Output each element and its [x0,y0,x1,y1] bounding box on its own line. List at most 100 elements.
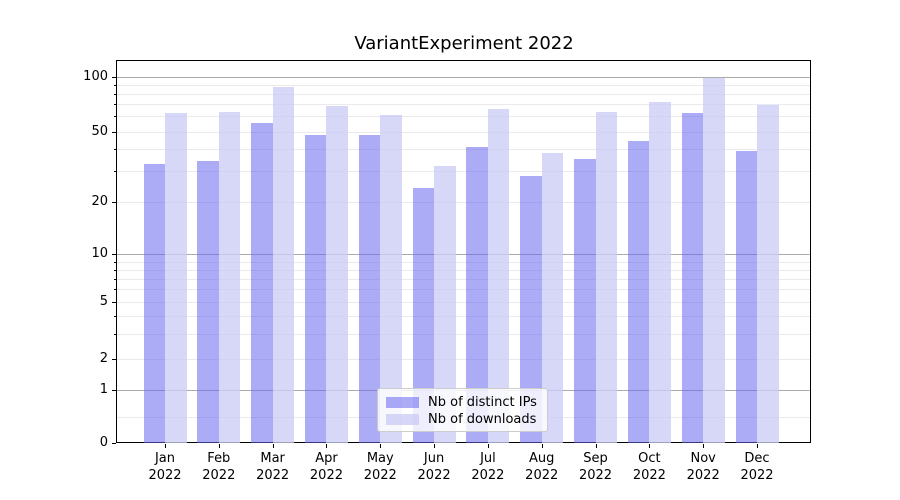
bar-distinct-ips [197,161,219,443]
bar-downloads [326,106,348,443]
gridline-minor [117,269,810,271]
y-tick-label: 2 [99,351,108,366]
y-tick [112,301,116,303]
bar-downloads [218,112,241,443]
x-tick [272,444,274,448]
x-tick [541,444,543,448]
bar-downloads [434,165,456,443]
x-tick-label: Jun 2022 [417,451,451,483]
gridline-minor [117,131,810,133]
x-tick-label: Aug 2022 [525,451,559,483]
bar-downloads [165,113,187,443]
y-tick [112,131,116,133]
y-tick [112,389,116,391]
x-tick-label: Feb 2022 [202,451,236,483]
y-minor-tick [114,333,116,335]
y-minor-tick [114,278,116,280]
chart-title: VariantExperiment 2022 [354,33,574,54]
y-tick-label: 20 [91,193,108,209]
bar-distinct-ips [681,113,704,443]
x-tick-label: Jan 2022 [148,451,182,483]
x-tick [595,444,597,448]
bar-downloads [380,114,402,443]
y-minor-tick [114,104,116,106]
x-tick [487,444,489,448]
bar-distinct-ips [520,176,542,443]
gridline-minor [117,289,810,291]
x-tick-label: Apr 2022 [309,451,343,483]
x-tick-label: Oct 2022 [632,451,666,483]
x-tick [218,444,220,448]
bar-downloads [595,112,618,443]
legend-swatch-distinct-ips [386,396,419,408]
legend-item-downloads: Nb of downloads [386,411,539,427]
y-minor-tick [114,84,116,86]
gridline-minor [117,93,810,95]
gridline-minor [117,84,810,86]
gridline-minor [117,261,810,263]
gridline-minor [117,359,810,360]
bar-downloads [757,105,779,443]
x-tick-label: Mar 2022 [256,451,290,483]
legend-label-downloads: Nb of downloads [428,411,537,427]
legend-swatch-downloads [386,413,419,425]
y-tick-label: 10 [91,246,108,262]
y-tick-label: 50 [91,123,108,139]
bar-distinct-ips [466,146,488,443]
bar-distinct-ips [251,123,273,443]
y-minor-tick [114,315,116,317]
y-minor-tick [114,148,116,150]
bar-distinct-ips [358,134,381,443]
x-tick-label: Jul 2022 [471,451,505,483]
y-tick [112,443,116,444]
x-tick [703,444,705,448]
gridline-minor [117,315,810,317]
y-minor-tick [114,170,116,172]
gridline-minor [117,301,810,303]
gridline-minor [117,115,810,117]
x-tick [165,444,166,448]
y-tick-label: 100 [83,68,108,84]
bar-distinct-ips [304,134,327,443]
y-minor-tick [114,261,116,263]
y-tick [112,359,116,360]
y-minor-tick [114,269,116,271]
y-tick [112,201,116,203]
gridline-major [117,254,810,256]
x-tick [434,444,436,448]
bar-downloads [703,78,725,443]
x-tick-label: Sep 2022 [578,451,613,483]
y-tick-label: 5 [99,293,108,309]
gridline-minor [117,148,810,150]
x-tick [326,444,328,448]
bar-distinct-ips [412,187,435,443]
y-minor-tick [114,93,116,95]
bar-distinct-ips [735,150,757,443]
bar-downloads [487,108,510,443]
gridline-minor [117,201,810,203]
x-tick-label: Nov 2022 [686,451,720,483]
y-tick-label: 1 [99,381,108,397]
bar-downloads [649,101,671,443]
gridline-minor [117,170,810,172]
plot-area [116,60,811,443]
y-tick-label: 0 [99,435,108,450]
y-tick [112,254,116,256]
gridline-minor [117,104,810,106]
x-tick-label: May 2022 [363,451,397,483]
legend-item-distinct-ips: Nb of distinct IPs [386,394,539,410]
y-minor-tick [114,289,116,291]
bar-downloads [272,87,295,443]
bar-distinct-ips [143,163,165,443]
x-tick [649,444,651,448]
x-tick [757,444,758,448]
gridline-minor [117,278,810,280]
bar-downloads [541,152,564,443]
legend: Nb of distinct IPs Nb of downloads [377,388,548,432]
legend-label-distinct-ips: Nb of distinct IPs [428,394,537,410]
bar-distinct-ips [627,141,650,443]
gridline-major [117,76,810,78]
bar-distinct-ips [574,159,596,443]
y-minor-tick [114,115,116,117]
